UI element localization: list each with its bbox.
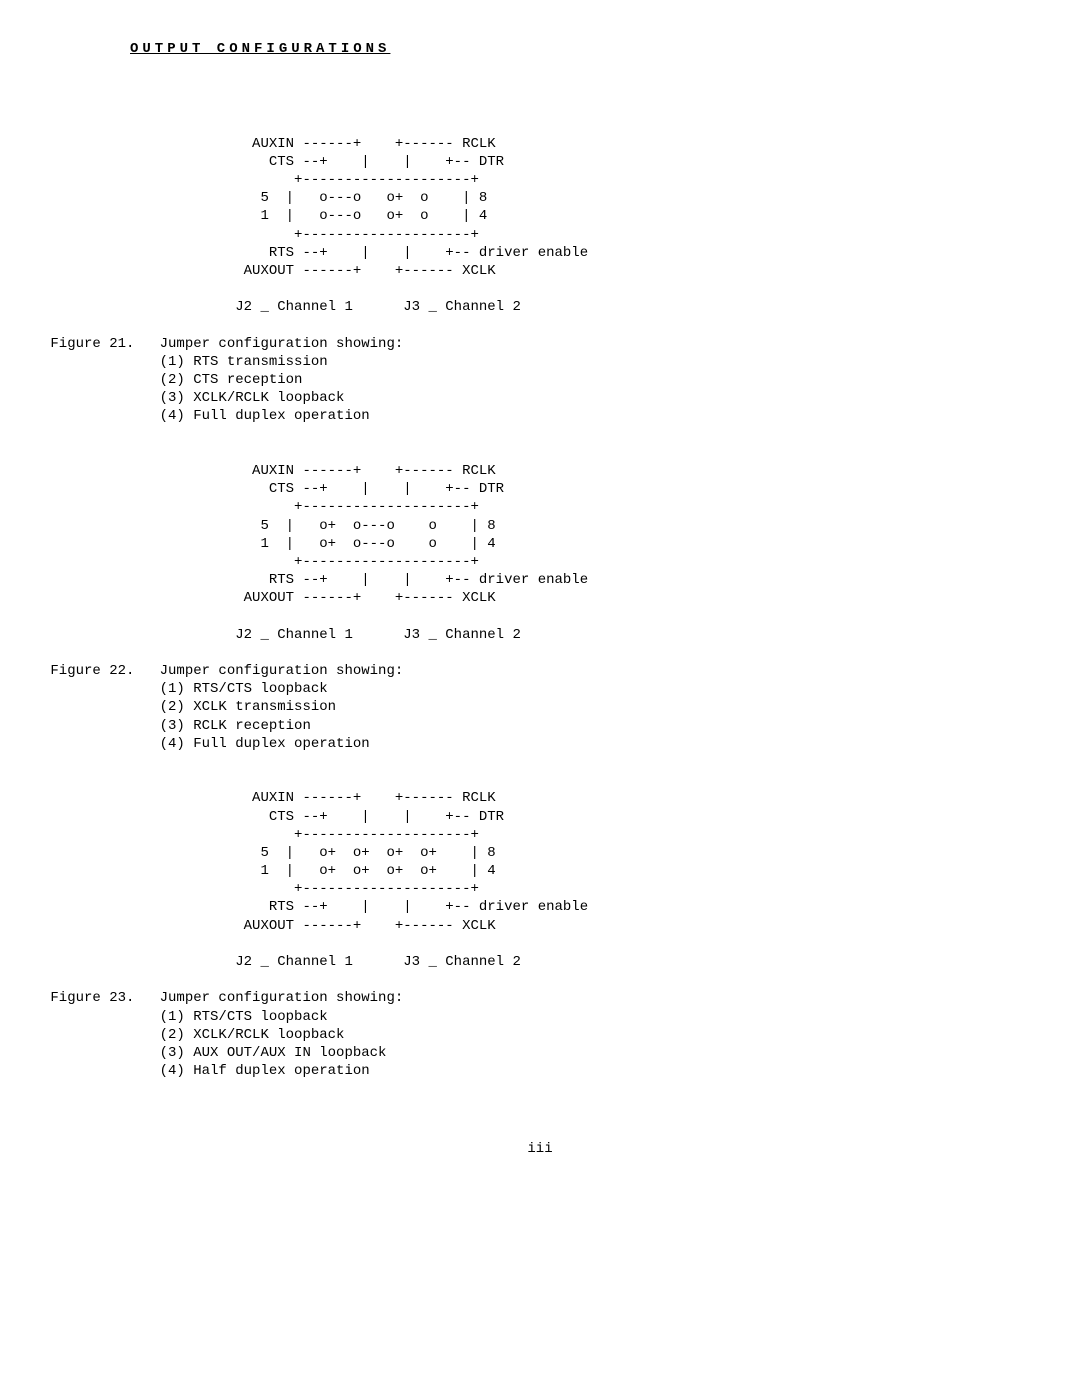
page-title: OUTPUT CONFIGURATIONS bbox=[130, 40, 1080, 58]
figure-block-2: AUXIN ------+ +------ RCLK CTS --+ | | +… bbox=[0, 426, 1080, 753]
page-number: iii bbox=[0, 1140, 1080, 1158]
figure-block-3: AUXIN ------+ +------ RCLK CTS --+ | | +… bbox=[0, 753, 1080, 1080]
figure-block-1: AUXIN ------+ +------ RCLK CTS --+ | | +… bbox=[0, 98, 1080, 425]
